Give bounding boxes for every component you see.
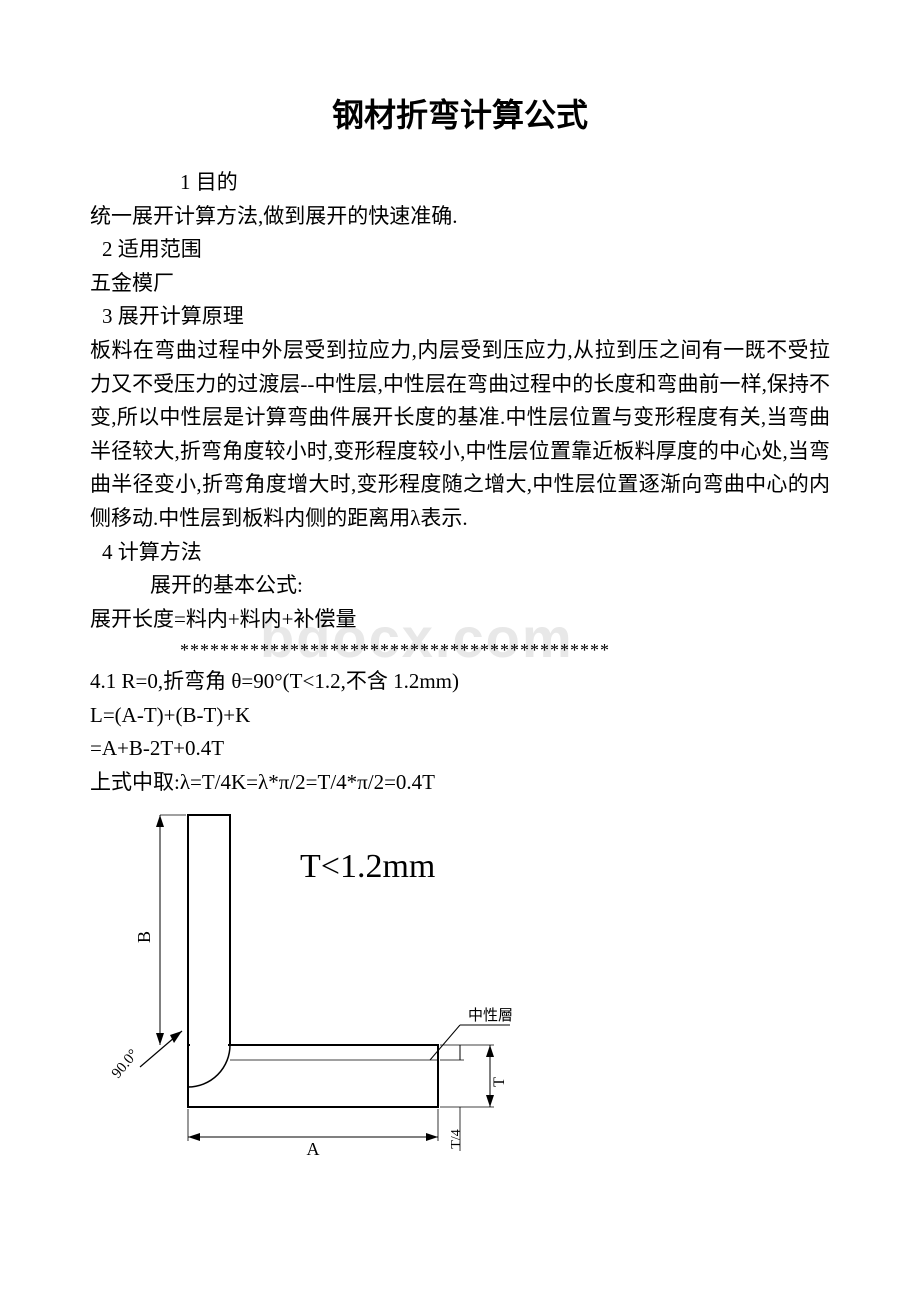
section-3-text: 板料在弯曲过程中外层受到拉应力,内层受到压应力,从拉到压之间有一既不受拉力又不受… bbox=[90, 334, 830, 536]
section-1-heading: 1 目的 bbox=[90, 166, 830, 200]
section-41-line1: 4.1 R=0,折弯角 θ=90°(T<1.2,不含 1.2mm) bbox=[90, 665, 830, 699]
section-1-text: 统一展开计算方法,做到展开的快速准确. bbox=[90, 200, 830, 234]
section-2-text: 五金模厂 bbox=[90, 267, 830, 301]
section-4-sub2: 展开长度=料内+料内+补偿量 bbox=[90, 603, 830, 637]
dim-t4-label: T/4 bbox=[449, 1130, 464, 1149]
dim-b-label: B bbox=[134, 931, 154, 943]
page-title: 钢材折弯计算公式 bbox=[90, 90, 830, 136]
angle-label: 90.0° bbox=[109, 1047, 142, 1082]
section-41-line4: 上式中取:λ=T/4K=λ*π/2=T/4*π/2=0.4T bbox=[90, 766, 830, 800]
section-41-line3: =A+B-2T+0.4T bbox=[90, 732, 830, 766]
divider-asterisks: ****************************************… bbox=[90, 636, 830, 665]
bending-diagram: B 90.0° A T T/4 bbox=[90, 807, 570, 1177]
section-4-heading: 4 计算方法 bbox=[90, 536, 830, 570]
section-2-heading: 2 适用范围 bbox=[90, 233, 830, 267]
dim-t-label: T bbox=[491, 1077, 508, 1087]
section-3-heading: 3 展开计算原理 bbox=[90, 300, 830, 334]
section-4-sub1: 展开的基本公式: bbox=[90, 569, 830, 603]
dim-a-label: A bbox=[307, 1139, 320, 1159]
thickness-condition-label: T<1.2mm bbox=[300, 848, 435, 885]
document-content: 钢材折弯计算公式 1 目的 统一展开计算方法,做到展开的快速准确. 2 适用范围… bbox=[90, 90, 830, 1177]
section-41-line2: L=(A-T)+(B-T)+K bbox=[90, 699, 830, 733]
neutral-layer-label: 中性層 bbox=[468, 1007, 513, 1024]
